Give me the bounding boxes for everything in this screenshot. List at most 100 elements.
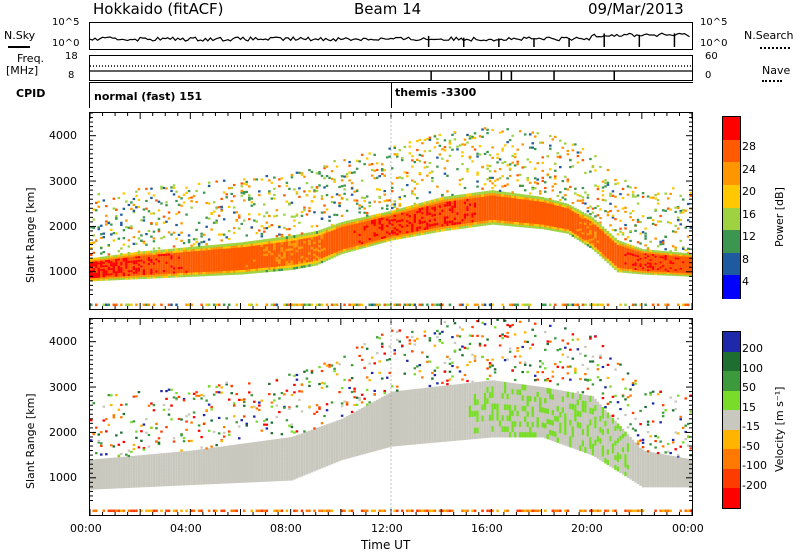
- power-cell: [408, 219, 412, 222]
- power-cell: [659, 257, 662, 260]
- power-cell: [323, 254, 326, 258]
- power-cell: [636, 266, 640, 269]
- velocity-cell: [102, 509, 106, 513]
- power-cell: [396, 236, 399, 240]
- power-cell: [518, 212, 522, 216]
- power-cell: [318, 246, 321, 250]
- power-cell: [441, 148, 444, 151]
- power-cell: [370, 243, 374, 246]
- power-cell: [551, 204, 555, 207]
- power-cell: [160, 187, 163, 190]
- power-cell: [461, 196, 464, 200]
- power-cell: [451, 210, 454, 214]
- power-cell: [418, 203, 422, 206]
- power-cell: [446, 220, 449, 224]
- power-cell: [197, 242, 201, 245]
- power-cell: [536, 196, 539, 200]
- power-cell: [355, 234, 359, 237]
- power-cell: [250, 245, 254, 249]
- power-cell: [197, 246, 201, 249]
- power-cell: [616, 267, 620, 271]
- power-cell: [639, 232, 642, 235]
- power-cell: [503, 206, 507, 210]
- power-cell: [125, 273, 128, 277]
- power-cell: [569, 222, 572, 225]
- power-cell: [225, 245, 228, 249]
- power-cell: [285, 248, 289, 252]
- power-cell: [594, 206, 597, 210]
- velocity-cell: [102, 461, 106, 466]
- power-cell: [335, 223, 339, 227]
- power-cell: [426, 219, 429, 223]
- power-cell: [403, 211, 407, 215]
- power-cell: [265, 303, 269, 307]
- power-cell: [676, 219, 680, 222]
- power-cell: [180, 204, 183, 207]
- power-cell: [375, 303, 379, 307]
- power-cell: [90, 267, 93, 271]
- power-cell: [235, 218, 238, 222]
- power-cell: [308, 169, 311, 172]
- power-cell: [616, 251, 620, 255]
- power-cell: [596, 240, 600, 243]
- power-cell: [385, 226, 389, 230]
- power-cell: [170, 256, 173, 260]
- power-cell: [401, 188, 404, 191]
- power-cell: [185, 213, 188, 216]
- power-cell: [167, 248, 171, 252]
- velocity-cell: [117, 478, 121, 483]
- velocity-cell: [117, 443, 121, 446]
- velocity-cell: [115, 457, 118, 461]
- power-cell: [531, 197, 534, 201]
- power-cell: [589, 234, 592, 237]
- power-cell: [157, 273, 161, 277]
- power-cell: [594, 219, 597, 223]
- power-cell: [446, 213, 449, 217]
- power-cell: [418, 205, 422, 209]
- power-cell: [566, 231, 570, 234]
- power-cell: [681, 272, 685, 275]
- power-cell: [614, 251, 617, 255]
- power-cell: [423, 161, 427, 164]
- power-cell: [458, 221, 462, 225]
- power-cell: [120, 270, 123, 273]
- power-cell: [323, 240, 326, 244]
- power-cell: [225, 263, 228, 267]
- power-cell: [438, 202, 442, 206]
- power-cell: [248, 185, 251, 188]
- power-cell: [308, 209, 311, 213]
- power-cell: [273, 268, 276, 272]
- power-cell: [100, 236, 103, 240]
- power-cell: [614, 267, 617, 271]
- power-cell: [528, 161, 532, 164]
- power-cell: [599, 244, 602, 248]
- power-cell: [330, 234, 334, 238]
- colorbar-swatch: [723, 230, 740, 254]
- power-cell: [157, 255, 161, 259]
- power-cell: [318, 242, 321, 246]
- power-cell: [446, 203, 449, 207]
- power-cell: [305, 264, 309, 268]
- power-cell: [554, 135, 557, 139]
- power-cell: [523, 189, 527, 192]
- power-cell: [137, 255, 141, 259]
- power-cell: [433, 208, 437, 212]
- power-cell: [493, 214, 497, 218]
- power-cell: [463, 193, 467, 197]
- power-cell: [681, 303, 685, 307]
- power-cell: [217, 270, 221, 274]
- power-cell: [90, 258, 93, 261]
- power-cell: [428, 212, 432, 215]
- power-cell: [681, 269, 685, 272]
- power-cell: [127, 267, 131, 271]
- power-cell: [162, 253, 166, 256]
- power-cell: [315, 255, 319, 259]
- power-cell: [365, 214, 369, 217]
- power-cell: [288, 255, 291, 259]
- colorbar-swatch: [723, 139, 740, 163]
- power-cell: [649, 258, 652, 261]
- power-cell: [95, 259, 98, 262]
- power-cell: [461, 206, 464, 210]
- power-cell: [581, 211, 585, 215]
- power-cell: [513, 216, 517, 220]
